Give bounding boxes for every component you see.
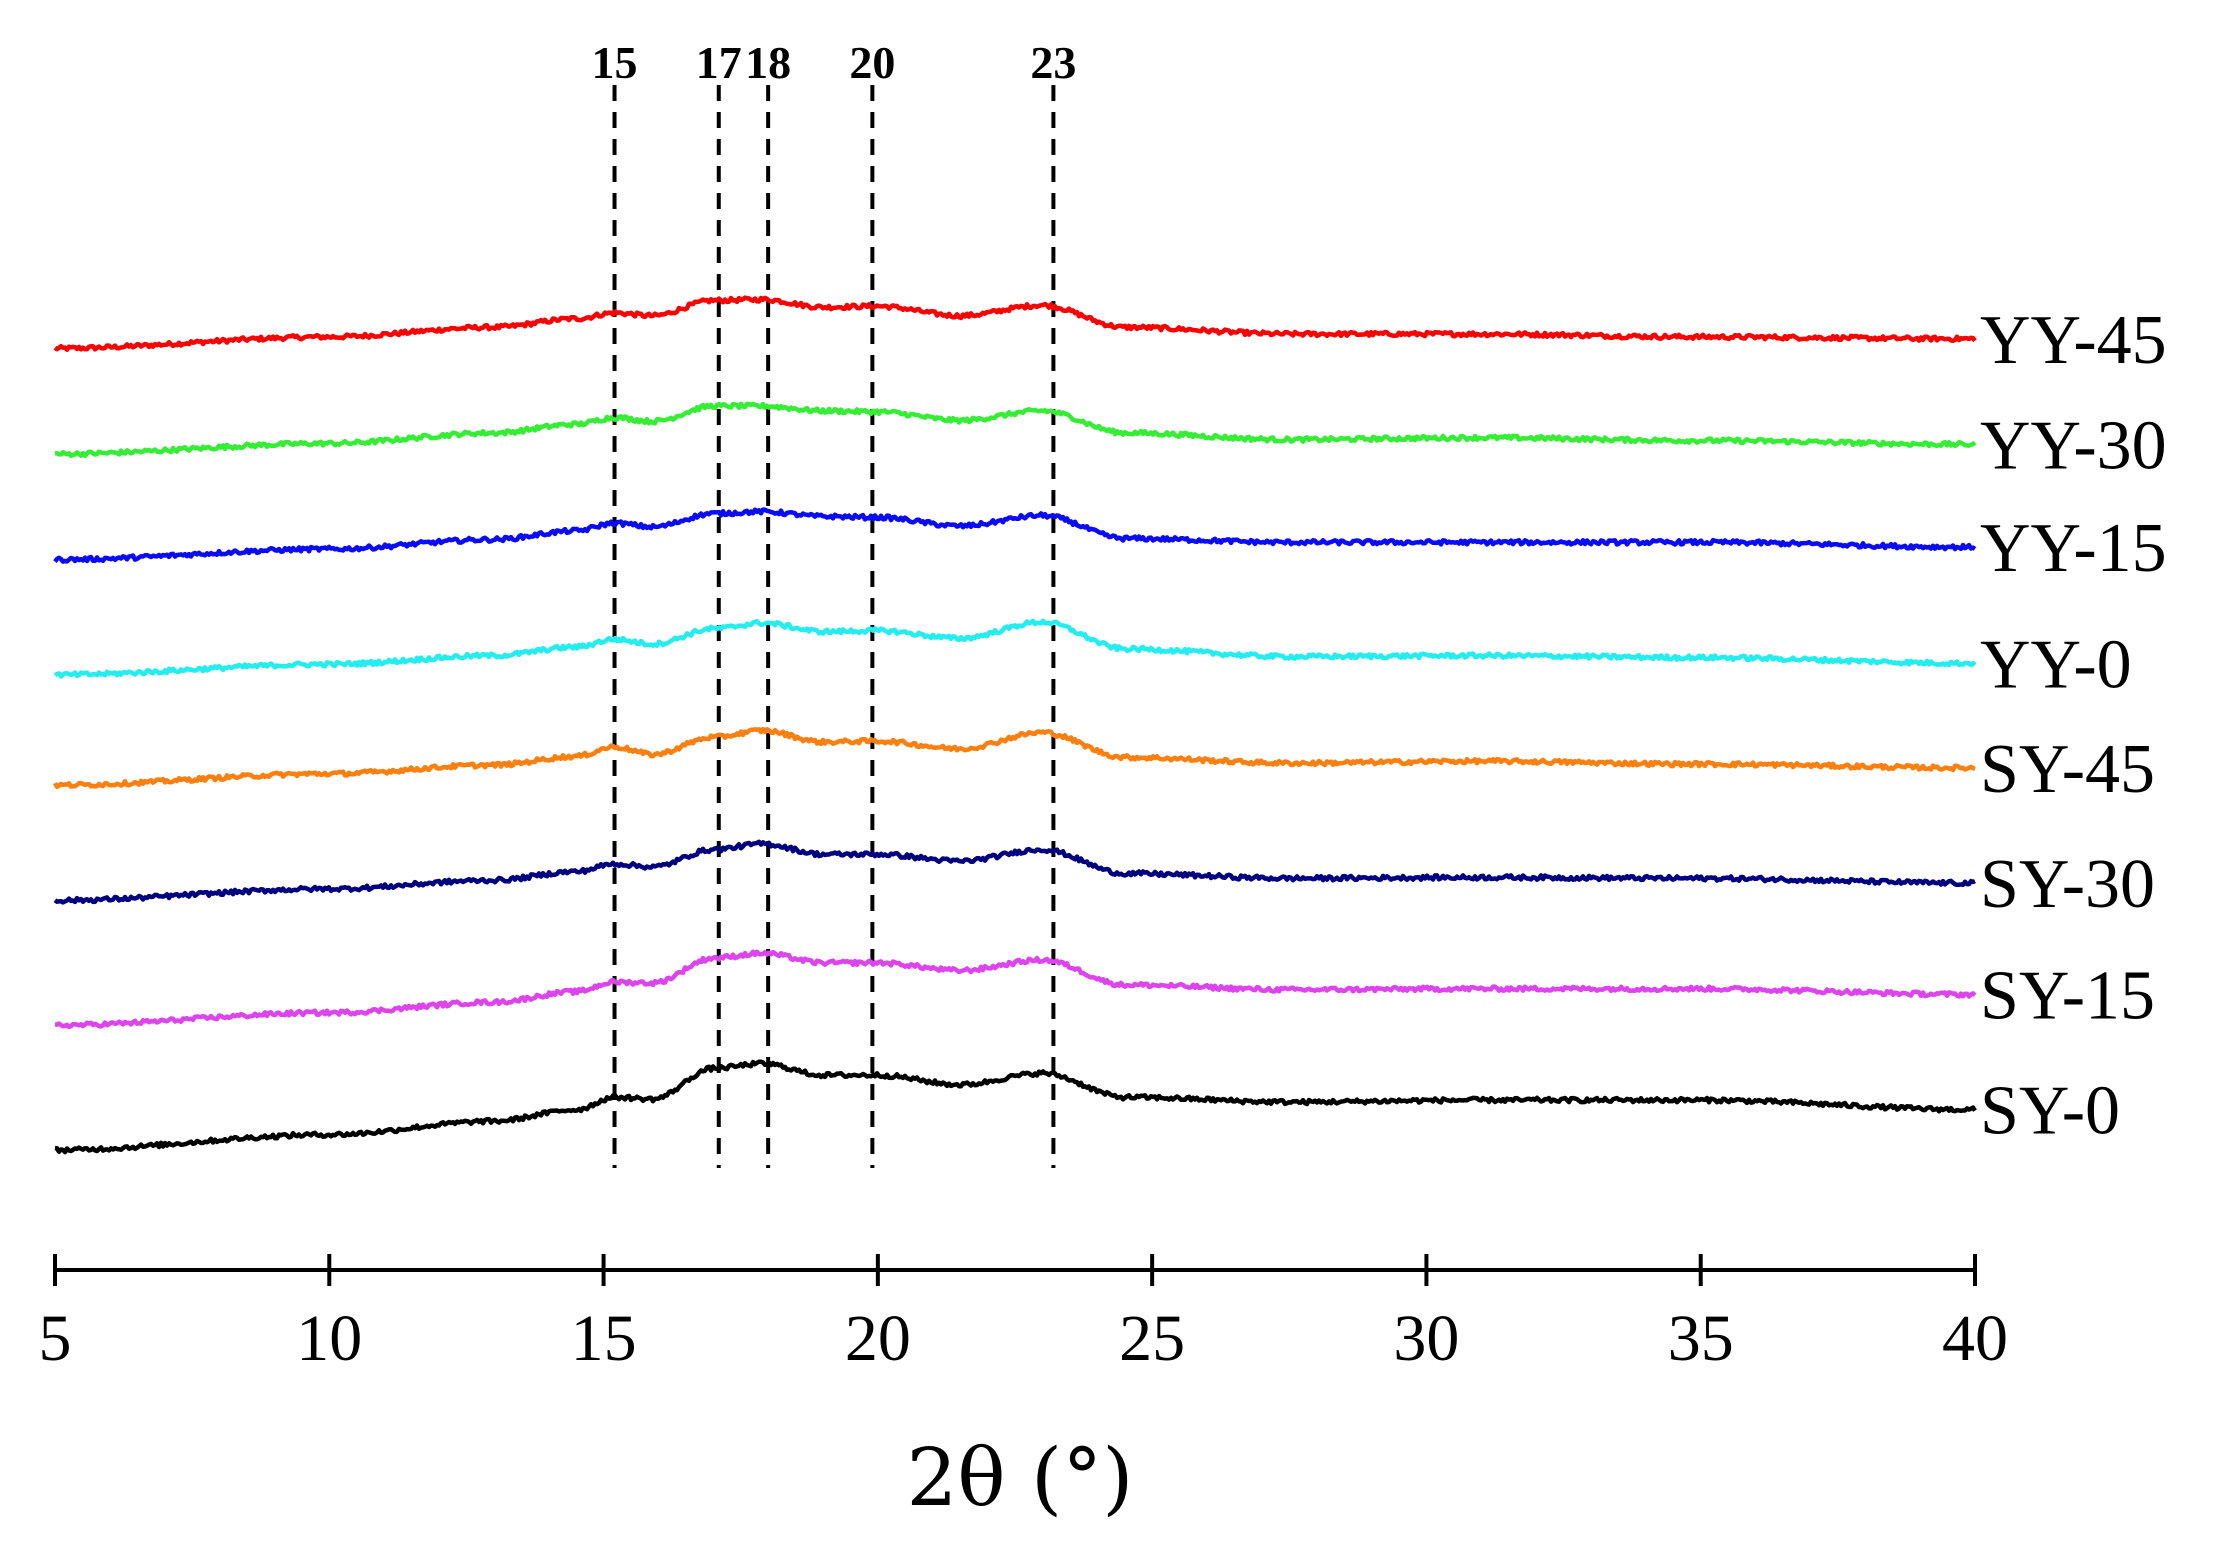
x-axis: 5 10 15 20 25 30 35 40	[39, 1254, 2008, 1375]
x-tick-label-30: 30	[1393, 1302, 1459, 1375]
peak-label-23: 23	[1030, 37, 1076, 88]
series-label-yy-45: YY-45	[1980, 302, 2167, 379]
x-tick-label-15: 15	[571, 1302, 637, 1375]
x-axis-title: 2θ (°)	[907, 1431, 1134, 1524]
series-label-sy-0: SY-0	[1980, 1073, 2120, 1150]
x-tick-label-40: 40	[1942, 1302, 2008, 1375]
series-line-sy-15	[54, 949, 1977, 1030]
series-label-yy-30: YY-30	[1980, 407, 2167, 484]
series-label-sy-30: SY-30	[1980, 846, 2155, 923]
series-line-yy-30	[54, 401, 1977, 459]
series-line-yy-45	[53, 295, 1977, 352]
series-label-sy-15: SY-15	[1980, 957, 2155, 1034]
series-line-yy-0	[53, 618, 1977, 679]
series-line-sy-45	[53, 726, 1976, 790]
series-label-yy-15: YY-15	[1980, 510, 2167, 587]
series-line-sy-0	[54, 1059, 1977, 1155]
series-label-sy-45: SY-45	[1980, 731, 2155, 808]
series-group: YY-45 YY-30 YY-15 YY-0 SY-45 SY-30 SY-15 SY-0	[53, 295, 2167, 1155]
reference-lines: 15 17 18 20 23	[592, 37, 1076, 1168]
peak-label-17: 17	[696, 37, 742, 88]
peak-label-20: 20	[849, 37, 895, 88]
peak-label-15: 15	[592, 37, 638, 88]
x-tick-label-10: 10	[296, 1302, 362, 1375]
x-tick-label-20: 20	[845, 1302, 911, 1375]
x-tick-label-25: 25	[1119, 1302, 1185, 1375]
x-tick-label-35: 35	[1668, 1302, 1734, 1375]
series-line-sy-30	[53, 839, 1976, 905]
series-line-yy-15	[53, 507, 1977, 564]
x-tick-label-5: 5	[39, 1302, 72, 1375]
peak-label-18: 18	[745, 37, 791, 88]
series-label-yy-0: YY-0	[1980, 626, 2132, 703]
